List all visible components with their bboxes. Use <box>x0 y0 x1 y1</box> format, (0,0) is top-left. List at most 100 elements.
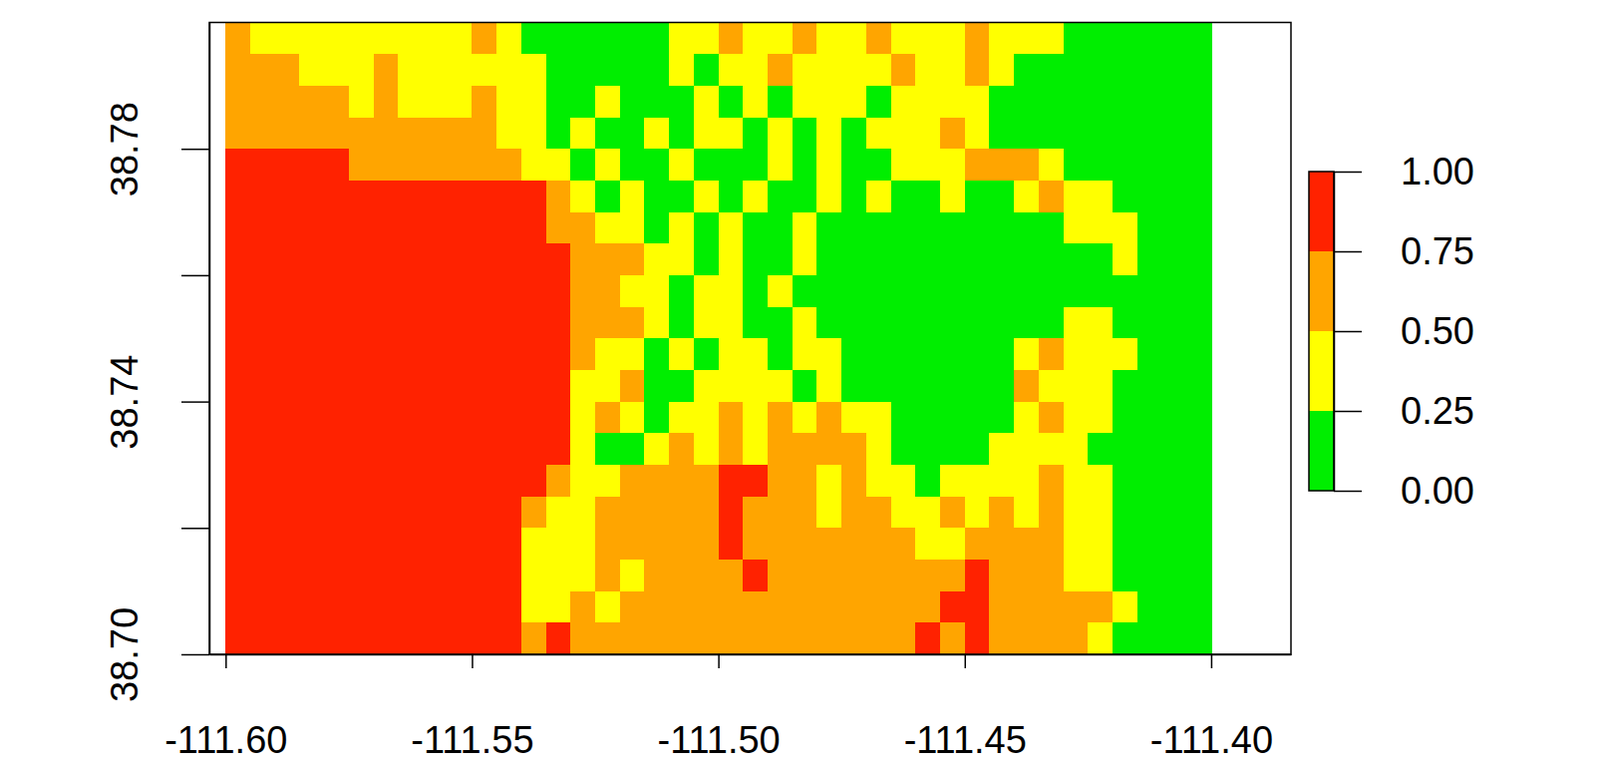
raster-cell <box>693 117 719 150</box>
x-tick-label: -111.50 <box>656 718 780 761</box>
color-bar-tick-label: 0.75 <box>1400 230 1475 273</box>
raster-cell <box>546 559 572 592</box>
raster-cell <box>841 53 867 86</box>
raster-cell <box>816 117 842 150</box>
raster-cell <box>250 401 276 434</box>
raster-cell <box>792 307 818 339</box>
raster-cell <box>620 307 645 339</box>
raster-cell <box>595 432 621 465</box>
raster-cell <box>521 401 547 434</box>
raster-cell <box>767 591 793 624</box>
raster-cell <box>299 212 324 245</box>
raster-cell <box>225 307 251 339</box>
raster-cell <box>915 22 941 55</box>
raster-cell <box>643 622 669 654</box>
raster-cell <box>397 432 423 465</box>
raster-cell <box>988 527 1014 560</box>
raster-cell <box>422 527 448 560</box>
raster-cell <box>1112 432 1138 465</box>
raster-cell <box>643 464 669 497</box>
color-bar-tick: 0.25 <box>1333 389 1475 432</box>
raster-cell <box>792 432 818 465</box>
raster-cell <box>1137 275 1163 308</box>
raster-cell <box>668 464 694 497</box>
raster-cell <box>816 53 842 86</box>
color-bar-tick-mark <box>1333 410 1362 413</box>
raster-cell <box>275 591 301 624</box>
raster-cell <box>275 22 301 55</box>
raster-cell <box>275 148 301 181</box>
raster-cell <box>1137 559 1163 592</box>
raster-cell <box>595 337 621 370</box>
raster-cell <box>496 401 522 434</box>
raster-cell <box>891 622 917 654</box>
raster-cell <box>668 591 694 624</box>
raster-cell <box>866 307 892 339</box>
raster-cell <box>866 22 892 55</box>
raster-cell <box>348 559 374 592</box>
raster-cell <box>988 591 1014 624</box>
raster-cell <box>988 464 1014 497</box>
raster-cell <box>595 559 621 592</box>
raster-cell <box>496 622 522 654</box>
raster-cell <box>767 559 793 592</box>
raster-cell <box>915 591 941 624</box>
raster-cell <box>816 337 842 370</box>
raster-cell <box>816 212 842 245</box>
raster-cell <box>742 591 768 624</box>
raster-cell <box>1087 369 1113 402</box>
raster-cell <box>891 527 917 560</box>
raster-cell <box>915 307 941 339</box>
raster-cell <box>299 148 324 181</box>
raster-cell <box>988 180 1014 213</box>
raster-cell <box>1087 85 1113 118</box>
raster-cell <box>891 180 917 213</box>
raster-cell <box>866 243 892 276</box>
raster-cell <box>225 243 251 276</box>
raster-cell <box>866 148 892 181</box>
raster-cell <box>1038 496 1064 529</box>
raster-cell <box>447 275 473 308</box>
raster-cell <box>496 85 522 118</box>
raster-cell <box>496 180 522 213</box>
chart-svg: -111.60-111.55-111.50-111.45-111.4038.70… <box>0 0 1600 767</box>
raster-cell <box>1137 591 1163 624</box>
raster-cell <box>323 527 349 560</box>
raster-cell <box>570 148 596 181</box>
raster-cell <box>964 401 990 434</box>
raster-cell <box>496 53 522 86</box>
y-tick-mark <box>181 148 210 151</box>
raster-cell <box>348 307 374 339</box>
raster-cell <box>841 496 867 529</box>
raster-cell <box>225 432 251 465</box>
raster-cell <box>471 622 497 654</box>
raster-cell <box>1161 591 1187 624</box>
raster-cell <box>373 559 399 592</box>
raster-cell <box>1013 212 1039 245</box>
raster-cell <box>1063 591 1089 624</box>
raster-cell <box>546 369 572 402</box>
raster-cell <box>668 559 694 592</box>
raster-cell <box>620 117 645 150</box>
raster-cell <box>718 496 744 529</box>
raster-cell <box>471 337 497 370</box>
raster-cell <box>693 53 719 86</box>
raster-cell <box>546 53 572 86</box>
raster-cell <box>521 53 547 86</box>
raster-cell <box>940 148 965 181</box>
raster-cell <box>940 622 965 654</box>
raster-cell <box>521 275 547 308</box>
raster-cell <box>668 432 694 465</box>
x-tick-label: -111.45 <box>904 718 1027 761</box>
raster-cell <box>521 527 547 560</box>
raster-cell <box>471 464 497 497</box>
raster-cell <box>1186 591 1212 624</box>
raster-cell <box>1063 85 1089 118</box>
raster-cell <box>397 307 423 339</box>
raster-cell <box>1161 148 1187 181</box>
raster-cell <box>1038 180 1064 213</box>
raster-cell <box>299 369 324 402</box>
raster-cell <box>816 369 842 402</box>
raster-cell <box>471 591 497 624</box>
raster-cell <box>1038 527 1064 560</box>
